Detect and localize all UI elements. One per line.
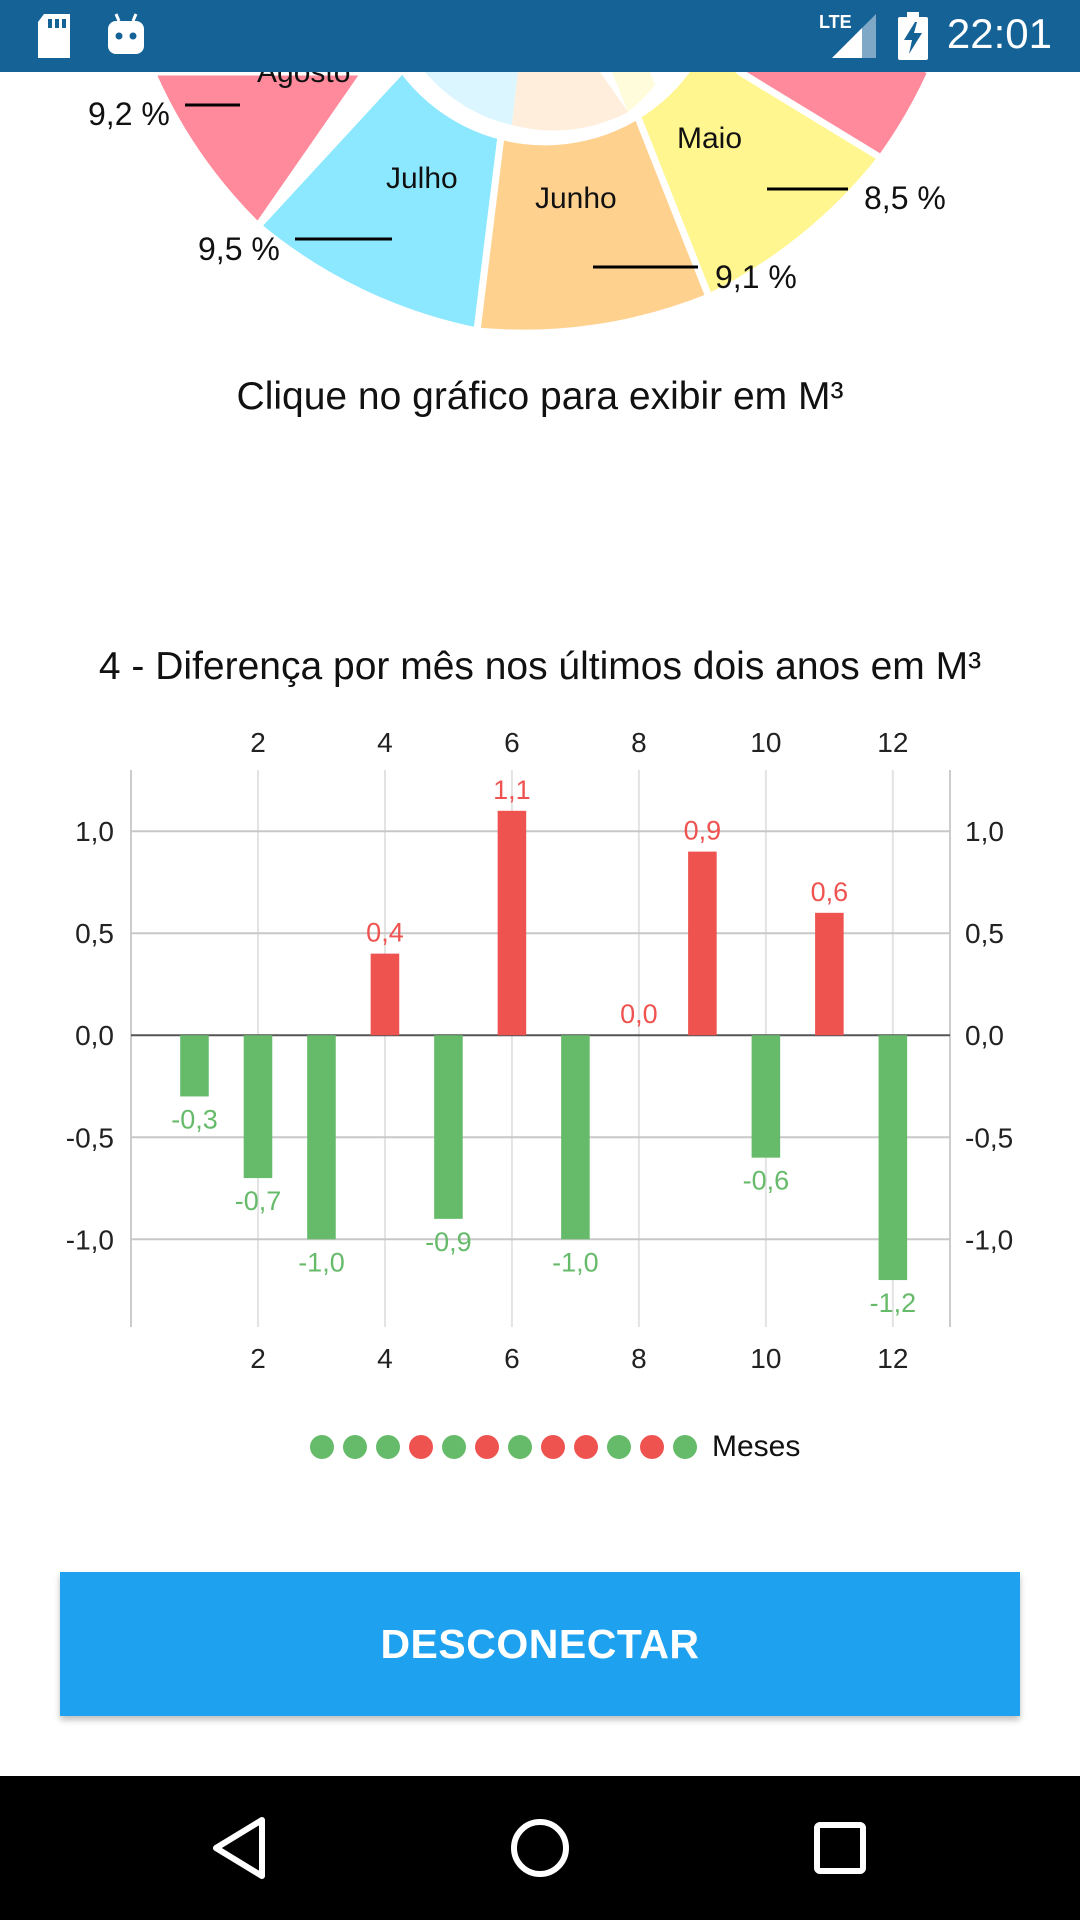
x-tick-label-bottom: 10 xyxy=(750,1343,781,1374)
bar-value-label: 0,0 xyxy=(620,999,658,1029)
bar-month-4 xyxy=(370,953,400,1036)
y-tick-label-right: 0,0 xyxy=(965,1020,1004,1051)
pie-value-julho: 9,5 % xyxy=(198,231,280,267)
y-tick-label-left: -1,0 xyxy=(66,1224,114,1255)
bar-value-label: -1,0 xyxy=(298,1247,345,1277)
bar-month-3 xyxy=(307,1035,336,1240)
legend-dot xyxy=(409,1435,433,1459)
status-clock: 22:01 xyxy=(946,10,1052,57)
bar-month-6 xyxy=(497,810,527,1036)
legend-dot xyxy=(574,1435,598,1459)
bar-month-12 xyxy=(878,1035,908,1281)
bar-value-label: 1,1 xyxy=(493,775,531,805)
bar-month-11 xyxy=(815,912,844,1036)
x-tick-label-top: 10 xyxy=(750,727,781,758)
legend-dot xyxy=(607,1435,631,1459)
lte-label: LTE xyxy=(819,12,852,32)
bar-value-label: -0,7 xyxy=(235,1186,282,1216)
bar-month-2 xyxy=(243,1035,273,1179)
pie-slice-maio[interactable] xyxy=(540,72,886,302)
y-tick-label-right: 0,5 xyxy=(965,918,1004,949)
back-icon[interactable] xyxy=(200,1808,280,1888)
chart-legend: Meses xyxy=(310,1422,800,1472)
y-tick-label-right: -0,5 xyxy=(965,1122,1013,1153)
bar-month-1 xyxy=(180,1035,209,1097)
legend-label: Meses xyxy=(712,1430,801,1463)
y-tick-label-left: 1,0 xyxy=(75,816,114,847)
bar-value-label: 0,4 xyxy=(366,918,404,948)
y-tick-label-left: -0,5 xyxy=(66,1122,114,1153)
pie-inner-ring-julho xyxy=(425,72,518,125)
bar-value-label: -0,3 xyxy=(171,1104,218,1134)
home-icon[interactable] xyxy=(500,1808,580,1888)
legend-dot xyxy=(475,1435,499,1459)
navigation-bar xyxy=(0,1776,1080,1920)
pie-inner-ring-maio xyxy=(612,72,655,112)
y-tick-label-right: 1,0 xyxy=(965,816,1004,847)
sd-card-icon xyxy=(38,14,70,58)
bar-month-5 xyxy=(434,1035,463,1219)
pie-chart-svg[interactable]: Agosto 9,2 % Julho 9,5 % Junho 9,1 % Mai… xyxy=(0,72,1080,362)
x-tick-label-top: 6 xyxy=(504,727,520,758)
status-bar: LTE 22:01 xyxy=(0,0,1080,72)
x-tick-label-bottom: 12 xyxy=(877,1343,908,1374)
x-tick-label-bottom: 8 xyxy=(631,1343,647,1374)
legend-dot xyxy=(343,1435,367,1459)
legend-dot xyxy=(673,1435,697,1459)
android-debug-icon xyxy=(108,13,144,54)
legend-dot xyxy=(508,1435,532,1459)
legend-dot xyxy=(541,1435,565,1459)
pie-value-junho: 9,1 % xyxy=(715,259,797,295)
pie-label-agosto: Agosto xyxy=(257,72,350,89)
y-tick-label-left: 0,0 xyxy=(75,1020,114,1051)
battery-charging-icon xyxy=(898,12,928,60)
pie-slice-julho[interactable] xyxy=(252,72,540,336)
legend-dot xyxy=(376,1435,400,1459)
bar-value-label: 0,6 xyxy=(811,877,849,907)
legend-dot xyxy=(640,1435,664,1459)
x-tick-label-top: 4 xyxy=(377,727,393,758)
bar-month-7 xyxy=(561,1035,590,1240)
y-tick-label-left: 0,5 xyxy=(75,918,114,949)
chart-title: 4 - Diferença por mês nos últimos dois a… xyxy=(98,645,982,688)
bar-month-9 xyxy=(688,851,717,1036)
x-tick-label-bottom: 2 xyxy=(250,1343,266,1374)
x-tick-label-top: 12 xyxy=(877,727,908,758)
disconnect-button[interactable]: DESCONECTAR xyxy=(60,1572,1020,1716)
bar-chart[interactable]: 1,0 1,0 0,5 0,5 0,0 0,0 -0,5 -0,5 -1,0 -1,0 2 2 4 4 6 6… xyxy=(0,715,1080,1395)
pie-label-maio: Maio xyxy=(677,122,742,155)
pie-value-agosto: 9,2 % xyxy=(88,96,170,132)
pie-chart[interactable]: Agosto 9,2 % Julho 9,5 % Junho 9,1 % Mai… xyxy=(0,72,1080,362)
x-tick-label-top: 2 xyxy=(250,727,266,758)
pie-label-julho: Julho xyxy=(386,162,458,195)
pie-label-junho: Junho xyxy=(535,182,617,215)
pie-value-maio: 8,5 % xyxy=(864,180,946,216)
bar-value-label: -1,0 xyxy=(552,1247,599,1277)
legend-dot xyxy=(442,1435,466,1459)
bar-value-label: -0,6 xyxy=(743,1166,790,1196)
bar-value-label: -0,9 xyxy=(425,1227,472,1257)
bar-month-10 xyxy=(751,1035,781,1158)
pie-hint-text: Clique no gráfico para exibir em M³ xyxy=(236,375,844,418)
lte-signal-icon xyxy=(832,14,876,58)
legend-dot xyxy=(310,1435,334,1459)
pie-slice-abril[interactable] xyxy=(540,72,935,163)
bar-value-label: 0,9 xyxy=(684,816,722,846)
x-tick-label-bottom: 4 xyxy=(377,1343,393,1374)
pie-slice-agosto[interactable] xyxy=(148,72,540,232)
bar-value-label: -1,2 xyxy=(870,1288,917,1318)
y-tick-label-right: -1,0 xyxy=(965,1224,1013,1255)
x-tick-label-top: 8 xyxy=(631,727,647,758)
pie-inner-ring-junho xyxy=(512,72,628,131)
recents-icon[interactable] xyxy=(800,1808,880,1888)
x-tick-label-bottom: 6 xyxy=(504,1343,520,1374)
